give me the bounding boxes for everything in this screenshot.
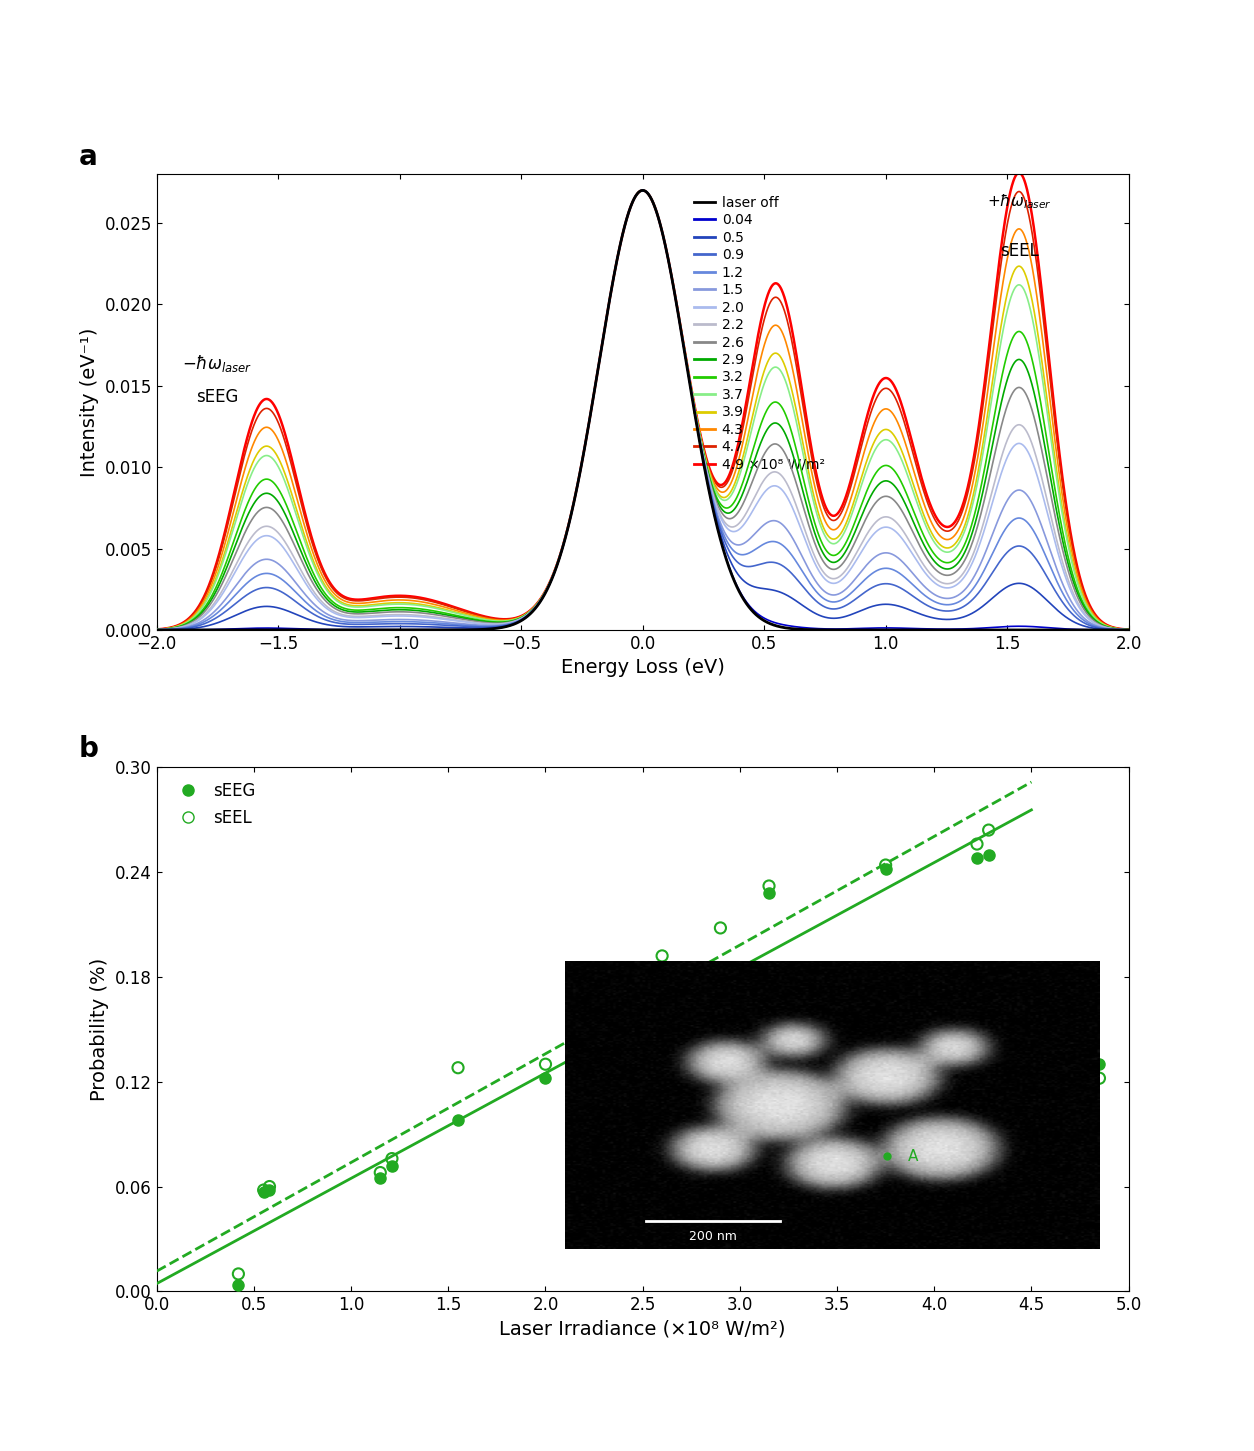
- sEEL: [1090, 1066, 1110, 1090]
- sEEL: [535, 1052, 556, 1075]
- sEEG: [253, 1180, 273, 1203]
- sEEL: [711, 917, 731, 940]
- sEEG: [652, 1014, 672, 1037]
- sEEL: [652, 945, 672, 968]
- sEEL: [967, 833, 987, 856]
- sEEG: [448, 1109, 468, 1132]
- Y-axis label: Probability (%): Probability (%): [90, 958, 109, 1101]
- sEEL: [382, 1146, 403, 1170]
- sEEG: [370, 1167, 390, 1190]
- sEEG: [967, 846, 987, 869]
- sEEG: [228, 1274, 248, 1297]
- sEEG: [535, 1066, 556, 1090]
- sEEG: [875, 858, 895, 881]
- sEEG: [759, 881, 779, 904]
- sEEL: [228, 1262, 248, 1286]
- sEEL: [978, 818, 998, 842]
- sEEG: [711, 965, 731, 988]
- Text: b: b: [79, 734, 99, 763]
- sEEG: [382, 1154, 403, 1177]
- Text: sEEG: sEEG: [197, 387, 238, 406]
- sEEG: [260, 1178, 280, 1201]
- sEEL: [260, 1175, 280, 1199]
- sEEG: [1090, 1052, 1110, 1075]
- sEEL: [875, 853, 895, 876]
- Text: a: a: [79, 144, 98, 171]
- X-axis label: Energy Loss (eV): Energy Loss (eV): [561, 659, 725, 678]
- Legend: laser off, 0.04, 0.5, 0.9, 1.2, 1.5, 2.0, 2.2, 2.6, 2.9, 3.2, 3.7, 3.9, 4.3, 4.7: laser off, 0.04, 0.5, 0.9, 1.2, 1.5, 2.0…: [688, 190, 830, 477]
- sEEL: [564, 1046, 584, 1069]
- sEEL: [253, 1178, 273, 1201]
- Legend: sEEG, sEEL: sEEG, sEEL: [166, 775, 262, 833]
- sEEL: [370, 1161, 390, 1184]
- sEEG: [564, 1061, 584, 1084]
- sEEL: [759, 875, 779, 898]
- Text: $-\hbar\omega_{laser}$: $-\hbar\omega_{laser}$: [182, 354, 252, 374]
- X-axis label: Laser Irradiance (×10⁸ W/m²): Laser Irradiance (×10⁸ W/m²): [499, 1320, 786, 1339]
- sEEL: [448, 1056, 468, 1080]
- Text: $+\hbar\omega_{laser}$: $+\hbar\omega_{laser}$: [987, 193, 1052, 212]
- Y-axis label: Intensity (eV⁻¹): Intensity (eV⁻¹): [80, 328, 99, 477]
- Text: sEEL: sEEL: [999, 241, 1038, 260]
- sEEG: [978, 843, 998, 866]
